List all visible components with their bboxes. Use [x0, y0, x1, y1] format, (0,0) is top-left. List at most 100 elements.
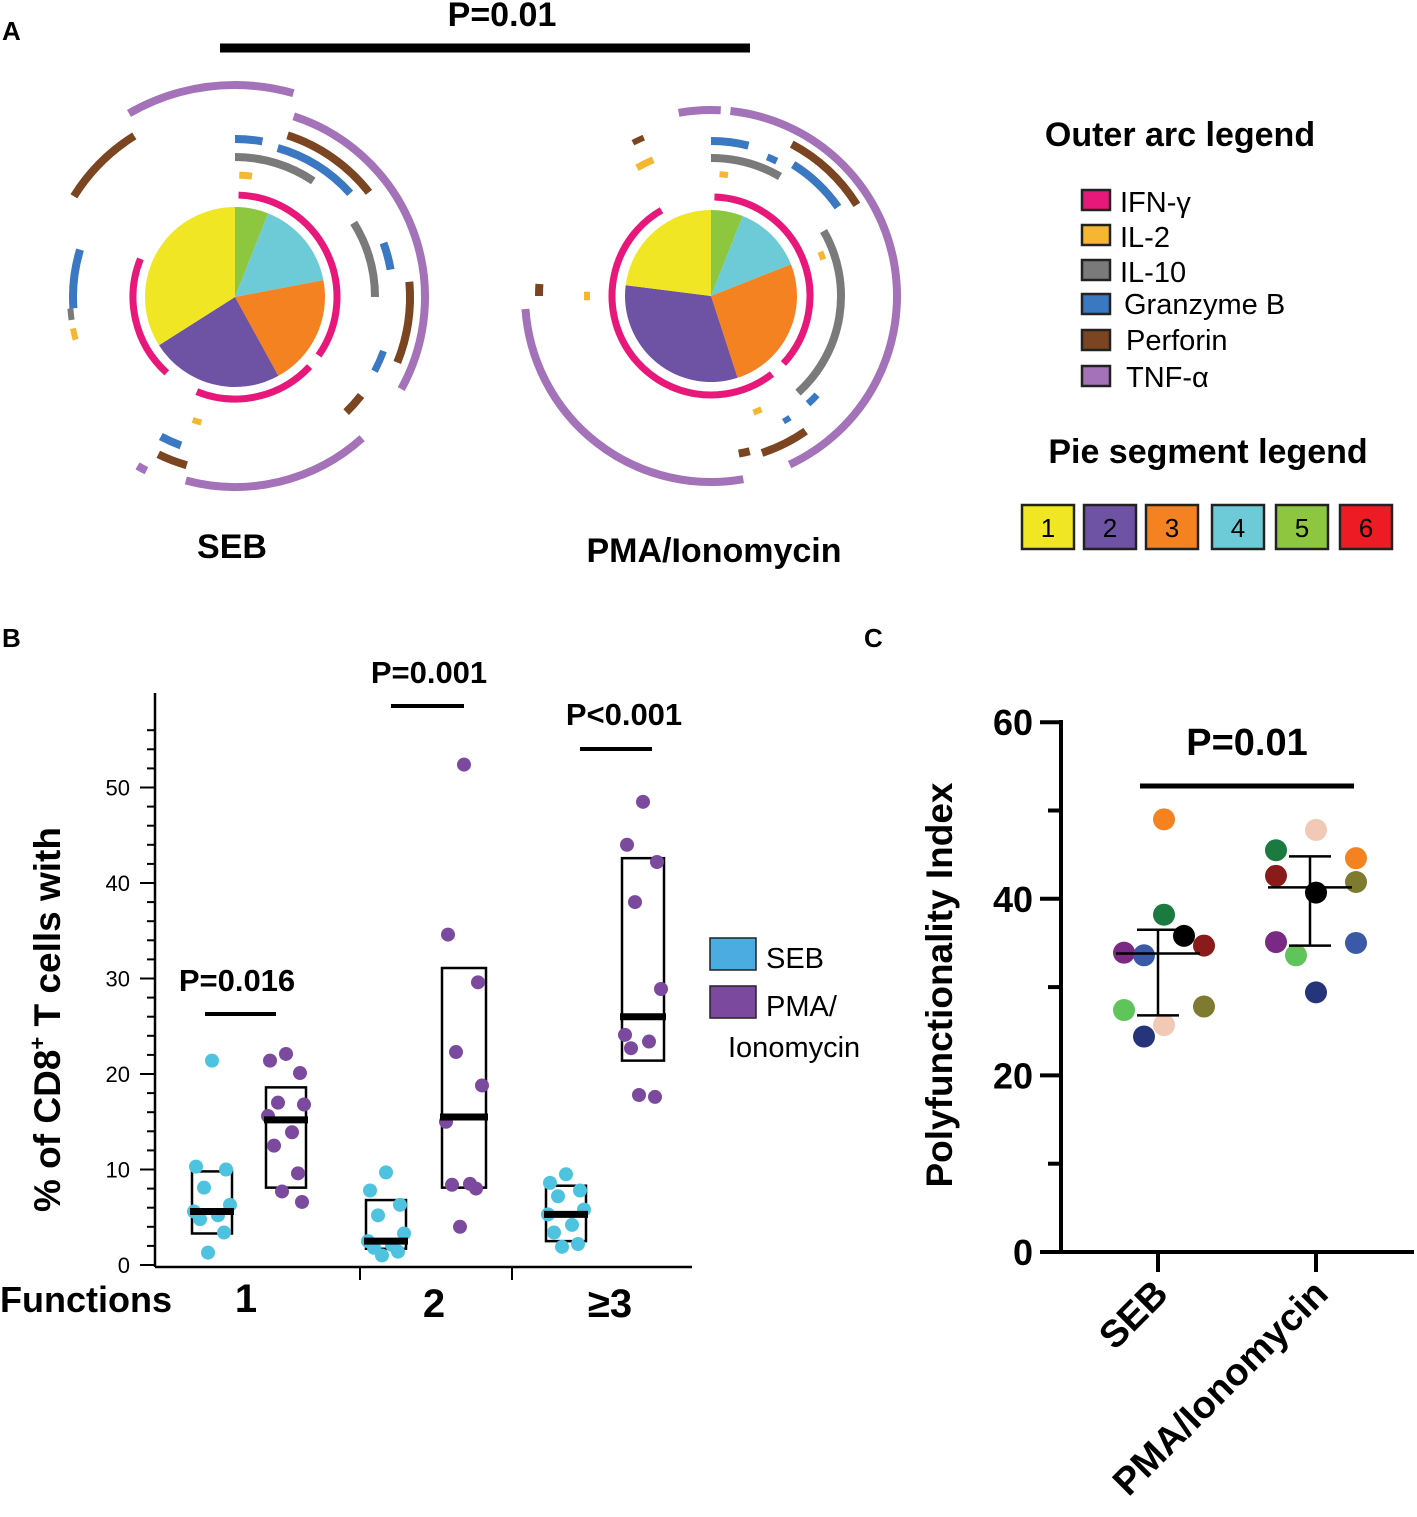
point-seb — [193, 1212, 207, 1227]
panel-b-letter: B — [2, 623, 21, 653]
p-value-3: P<0.001 — [566, 697, 682, 732]
panel-c-y-tick-label: 20 — [993, 1055, 1033, 1096]
pie-slice-5 — [235, 207, 269, 297]
seb-arc-il2 — [191, 417, 203, 426]
pie-legend-box-5 — [1274, 503, 1330, 551]
point-seb — [391, 1244, 405, 1259]
point-pma — [469, 1181, 483, 1196]
legend-label-pma-line2: Ionomycin — [728, 1032, 860, 1064]
panel-a: A P=0.01 SEB PMA/Ionomycin Outer arc leg… — [2, 0, 1394, 570]
pma-arc-gzmb — [781, 415, 792, 425]
panel-c-y-ticks: 0 20 40 60 — [993, 702, 1061, 1273]
point-seb — [1173, 924, 1195, 947]
point-seb — [555, 1239, 569, 1254]
point-seb — [217, 1225, 231, 1240]
point-pma — [628, 895, 642, 910]
point-seb — [1193, 995, 1215, 1018]
point-seb — [375, 1248, 389, 1263]
seb-polar-plot — [144, 207, 325, 387]
panel-c-x-label-seb: SEB — [1091, 1273, 1176, 1358]
pma-arc-il10 — [710, 154, 782, 180]
panel-c-y-tick-label: 0 — [1013, 1232, 1033, 1273]
panel-b-y-axis-label: % of CD8+ T cells with — [25, 827, 68, 1212]
panel-c-points — [1113, 808, 1367, 1048]
seb-arc-il10 — [350, 220, 379, 298]
point-pma — [650, 854, 664, 869]
seb-arc-ifng — [129, 257, 170, 376]
panel-b-x-ticks — [359, 1267, 513, 1280]
point-seb — [201, 1245, 215, 1260]
point-pma — [267, 1138, 281, 1153]
point-pma — [457, 757, 471, 772]
point-pma — [1265, 839, 1287, 862]
point-pma — [263, 1053, 277, 1068]
seb-arc-gzmb — [371, 349, 387, 373]
pma-arc-ifng — [608, 207, 775, 399]
panel-b-y-tick-label: 30 — [106, 967, 130, 992]
seb-arc-perforin — [343, 393, 365, 415]
legend-swatch-perforin — [1080, 328, 1112, 352]
panel-c-y-axis-label: Polyfunctionality Index — [919, 782, 960, 1187]
point-seb — [397, 1226, 411, 1241]
seb-arc-gzmb — [158, 432, 183, 450]
point-pma — [620, 837, 634, 852]
seb-arc-perforin — [70, 132, 137, 199]
pie-slice-4 — [711, 216, 791, 296]
pma-polar-plot — [625, 210, 797, 382]
point-pma — [291, 1166, 305, 1181]
pie-slice-3 — [235, 280, 325, 376]
point-pma — [1345, 931, 1367, 954]
seb-arc-tnfa — [127, 81, 236, 117]
point-seb — [371, 1208, 385, 1223]
point-seb — [393, 1197, 407, 1212]
point-pma — [441, 927, 455, 942]
point-pma — [271, 1095, 285, 1110]
point-seb — [189, 1159, 203, 1174]
pie-legend-box-4 — [1210, 503, 1266, 551]
panel-b-y-tick-label: 10 — [106, 1158, 130, 1183]
box-seb-2 — [364, 1198, 408, 1251]
point-pma — [453, 1219, 467, 1234]
pma-arc-perforin — [789, 140, 861, 207]
point-pma — [295, 1194, 309, 1209]
pma-arc-perforin — [760, 427, 808, 457]
point-seb — [547, 1225, 561, 1240]
point-pma — [297, 1097, 311, 1112]
legend-swatch-il2 — [1080, 223, 1112, 247]
point-pma — [279, 1046, 293, 1061]
point-seb — [205, 1053, 219, 1068]
pma-arc-il2 — [752, 406, 763, 416]
legend-swatch-tnfa — [1080, 364, 1112, 388]
pie-slice-1 — [625, 210, 711, 296]
panel-c-error-bars — [1116, 855, 1352, 1017]
seb-arc-tnfa — [234, 81, 295, 98]
point-seb — [379, 1165, 393, 1180]
point-seb — [1153, 903, 1175, 926]
point-pma — [642, 1034, 656, 1049]
pma-arc-ifng — [714, 193, 814, 366]
point-pma — [636, 794, 650, 809]
point-pma — [1285, 944, 1307, 967]
pie-legend-label-6: 6 — [1359, 513, 1373, 543]
seb-arc-il10 — [67, 308, 75, 321]
legend-label-pma-line1: PMA/ — [766, 991, 838, 1023]
pma-arc-tnfa — [730, 107, 901, 469]
legend-label-tnfa: TNF-α — [1126, 362, 1209, 394]
seb-arc-perforin — [156, 450, 188, 470]
point-seb — [551, 1189, 565, 1204]
pma-arc-tnfa — [678, 106, 712, 117]
panel-b-y-ticks: 0 10 20 30 40 50 — [106, 729, 155, 1278]
panel-a-letter: A — [2, 16, 21, 46]
point-pma — [285, 1125, 299, 1140]
pie-segment-legend: 1 2 3 4 5 6 — [1020, 503, 1394, 551]
category-label-1: 1 — [235, 1277, 257, 1321]
point-pma — [1305, 818, 1327, 841]
pie-legend-label-3: 3 — [1165, 513, 1179, 543]
pie-legend-label-4: 4 — [1231, 513, 1245, 543]
panel-c-y-tick-label: 60 — [993, 702, 1033, 743]
point-seb — [1133, 1025, 1155, 1048]
point-seb — [565, 1217, 579, 1232]
point-pma — [1345, 871, 1367, 894]
